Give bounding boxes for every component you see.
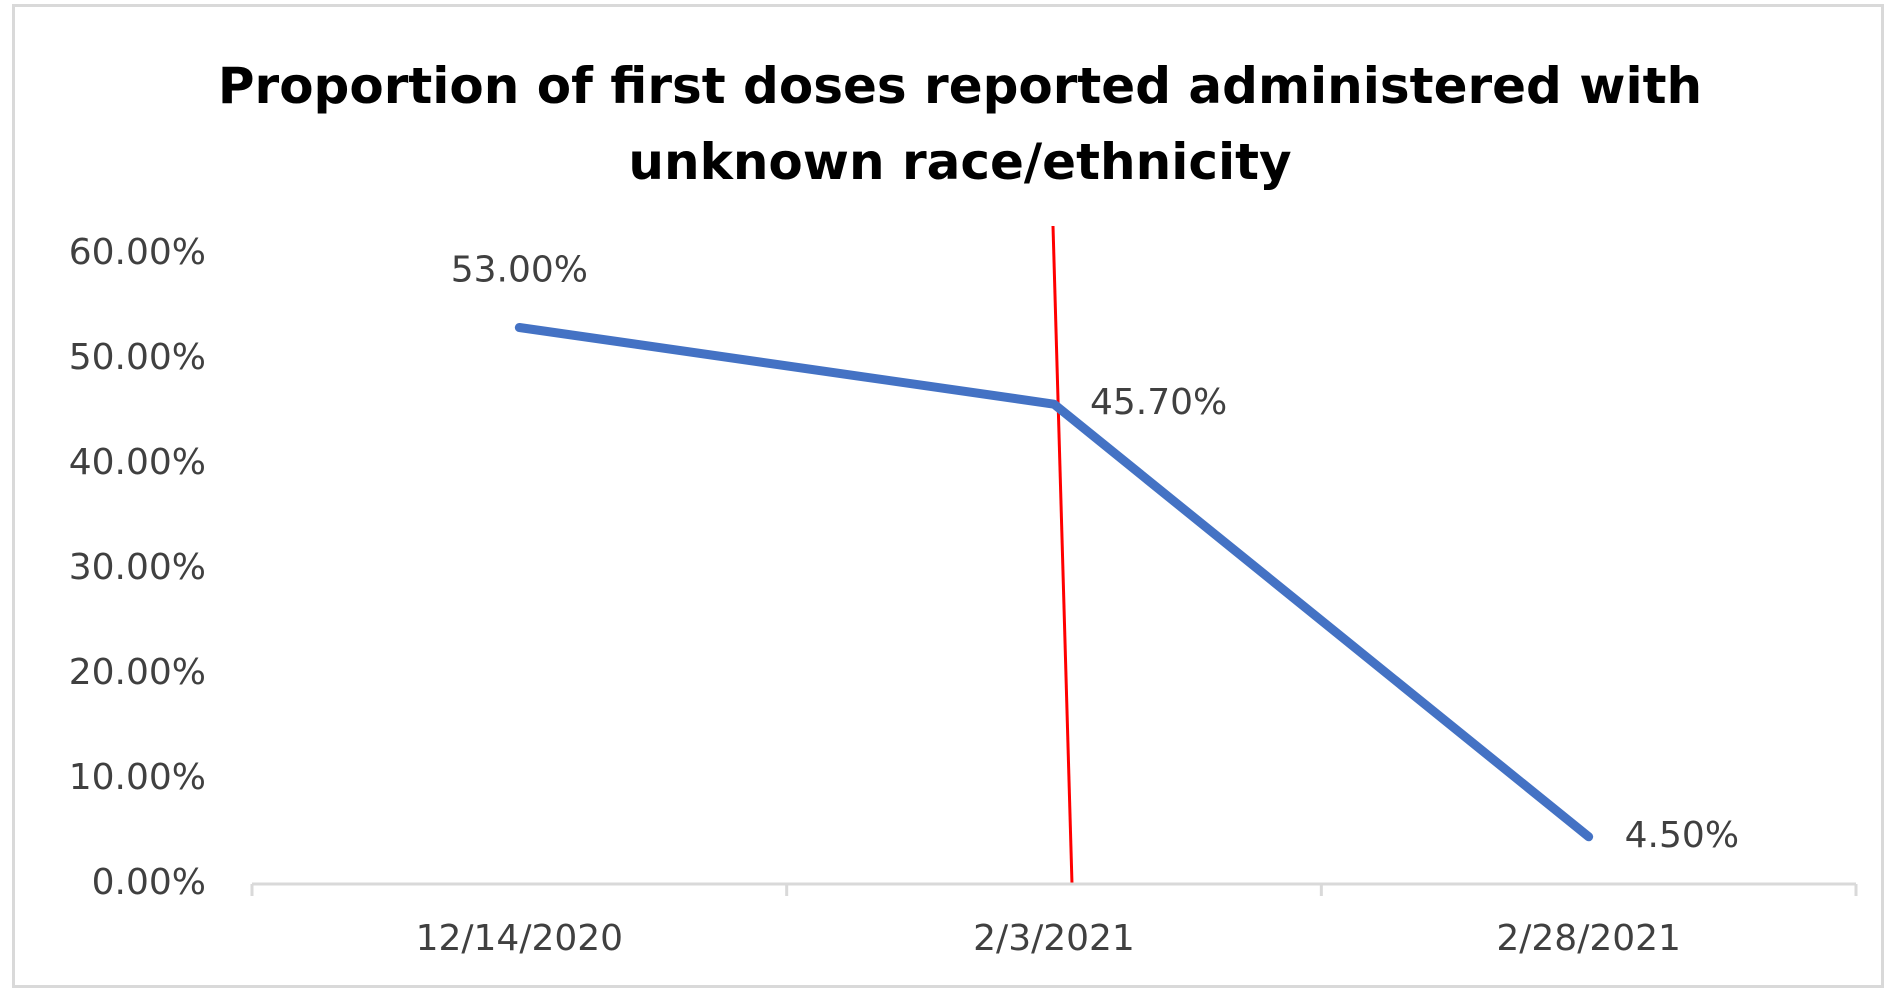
- data-label: 45.70%: [1090, 382, 1227, 423]
- y-tick-label: 30.00%: [69, 547, 206, 588]
- line-series: [514, 323, 1594, 842]
- x-tick-label: 12/14/2020: [416, 918, 624, 959]
- x-tick-label: 2/28/2021: [1496, 918, 1681, 959]
- chart-title: Proportion of first doses reported admin…: [217, 57, 1703, 191]
- y-tick-label: 40.00%: [69, 442, 206, 483]
- data-label: 53.00%: [451, 250, 588, 291]
- chart-frame: [12, 4, 1884, 988]
- y-tick-label: 10.00%: [69, 757, 206, 798]
- y-tick-label: 60.00%: [69, 232, 206, 273]
- data-label: 4.50%: [1625, 815, 1739, 856]
- y-tick-label: 50.00%: [69, 337, 206, 378]
- y-tick-label: 20.00%: [69, 652, 206, 693]
- reference-line: [1051, 225, 1074, 885]
- y-tick-label: 0.00%: [92, 862, 206, 903]
- x-tick-label: 2/3/2021: [973, 918, 1135, 959]
